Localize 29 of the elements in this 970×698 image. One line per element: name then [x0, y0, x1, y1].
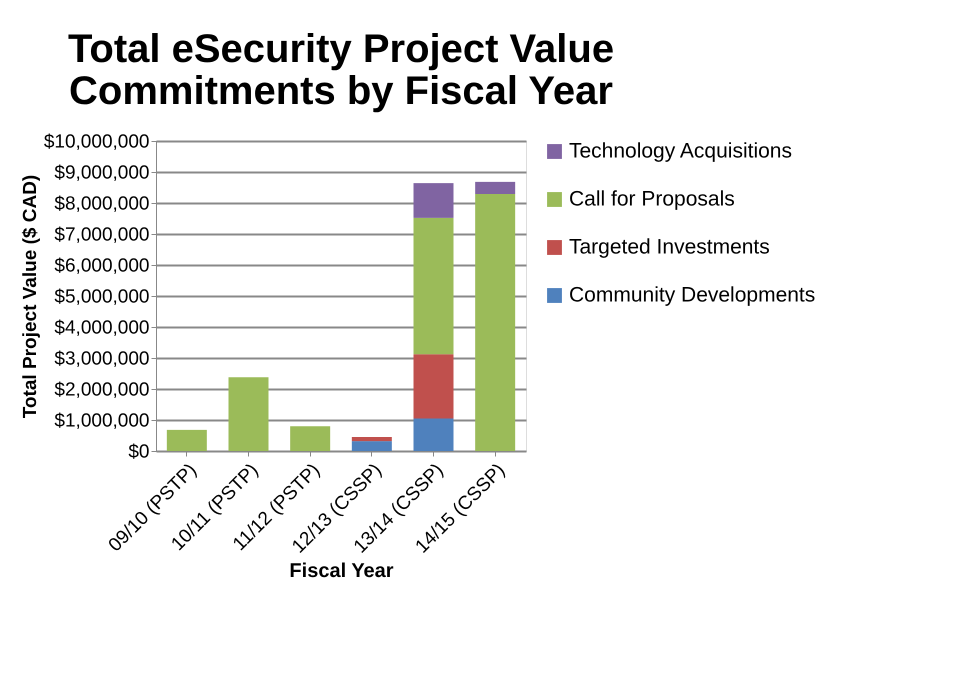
y-tick-label: $7,000,000: [54, 224, 150, 246]
y-tick-label: $1,000,000: [54, 410, 150, 432]
y-tick-label: $5,000,000: [54, 286, 150, 308]
y-tick-label: $9,000,000: [54, 162, 150, 184]
y-tick-label: $6,000,000: [54, 256, 150, 276]
bar: [352, 437, 392, 442]
legend-label: Call for Proposals: [569, 188, 735, 210]
legend-label: Technology Acquisitions: [569, 140, 792, 162]
y-tick-label: $8,000,000: [54, 194, 150, 214]
chart-title: Total eSecurity Project Value Commitments by Fiscal Year: [68, 27, 614, 113]
y-axis-title: Total Project Value ($ CAD): [20, 174, 41, 418]
bar: [414, 418, 454, 451]
bar: [414, 354, 454, 418]
bar: [414, 183, 454, 218]
y-tick-label: $2,000,000: [54, 380, 150, 400]
bar: [352, 441, 392, 451]
bar: [475, 194, 516, 451]
bar: [228, 377, 268, 451]
x-axis-title: Fiscal Year: [289, 560, 394, 582]
bar: [290, 426, 330, 451]
legend-label: Community Developments: [569, 284, 816, 306]
y-tick-label: $10,000,000: [44, 132, 150, 152]
y-tick-label: $4,000,000: [54, 318, 150, 338]
bar: [414, 218, 454, 354]
bar: [475, 182, 516, 194]
y-tick-label: $0: [128, 442, 150, 462]
y-tick-label: $3,000,000: [54, 348, 150, 370]
bar: [166, 430, 207, 451]
legend-label: Targeted Investments: [569, 236, 770, 258]
